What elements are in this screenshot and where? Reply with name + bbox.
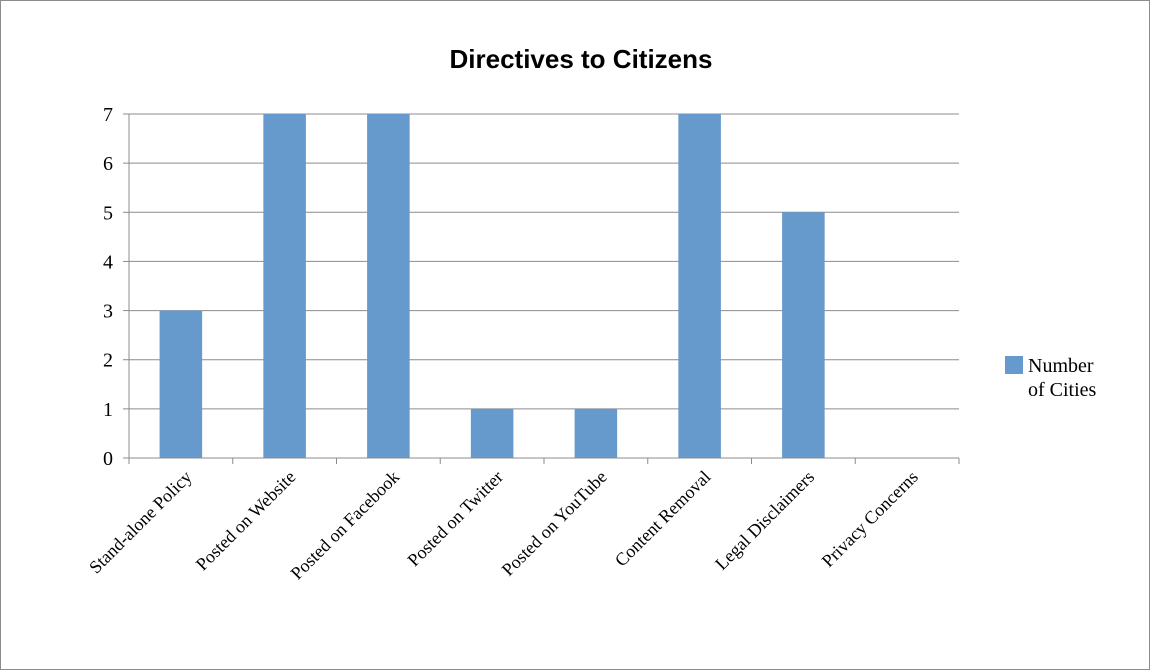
x-category-label: Legal Disclaimers xyxy=(711,467,818,574)
bars xyxy=(159,114,825,458)
y-axis-tick-labels: 0 1 2 3 4 5 6 7 xyxy=(103,104,113,470)
x-category-label: Stand-alone Policy xyxy=(85,467,196,578)
y-tick-label: 7 xyxy=(103,104,113,126)
legend-label: Number of Cities xyxy=(1028,355,1097,401)
bar xyxy=(367,114,410,458)
x-category-label: Privacy Concerns xyxy=(818,467,922,571)
x-category-label: Posted on YouTube xyxy=(498,467,611,580)
bar xyxy=(159,310,203,458)
x-category-label: Posted on Website xyxy=(192,467,300,575)
x-category-label: Posted on Facebook xyxy=(287,467,404,584)
bar xyxy=(574,408,618,458)
x-category-label: Posted on Twitter xyxy=(403,467,507,571)
gridlines xyxy=(129,113,959,410)
y-tick-label: 1 xyxy=(103,399,113,421)
bar xyxy=(782,212,825,458)
legend-swatch xyxy=(1005,356,1023,374)
y-tick-label: 6 xyxy=(103,153,113,175)
legend: Number of Cities xyxy=(1005,355,1097,401)
y-tick-label: 3 xyxy=(103,301,113,323)
bar xyxy=(470,408,514,458)
chart-title: Directives to Citizens xyxy=(450,44,713,74)
y-tick-label: 4 xyxy=(103,251,113,273)
y-tick-label: 0 xyxy=(103,448,113,470)
bar xyxy=(263,114,306,458)
y-tick-label: 5 xyxy=(103,202,113,224)
y-tick-label: 2 xyxy=(103,350,113,372)
x-category-label: Content Removal xyxy=(611,467,715,571)
axes xyxy=(123,113,960,464)
bar xyxy=(678,114,721,458)
